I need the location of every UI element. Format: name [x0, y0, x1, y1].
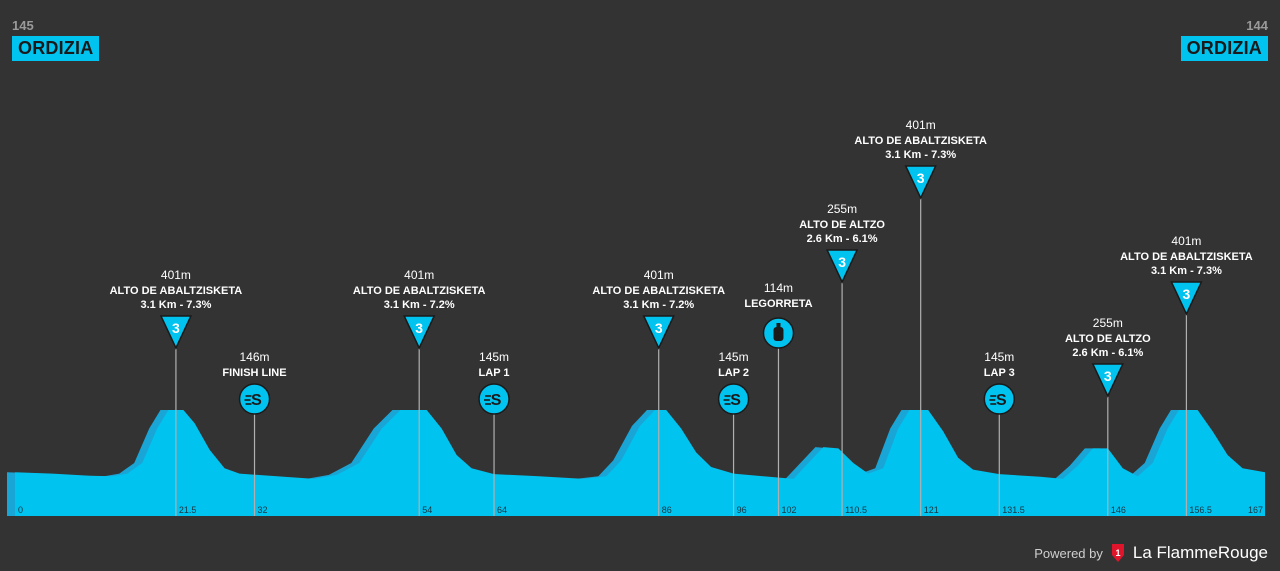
climb-altitude: 401m [906, 118, 936, 132]
climb-name: ALTO DE ABALTZISKETA [353, 285, 486, 297]
feed-zone-name: LEGORRETA [744, 298, 812, 310]
x-tick-label: 131.5 [1002, 505, 1025, 515]
x-tick-label: 96 [737, 505, 747, 515]
climb-stats: 3.1 Km - 7.3% [885, 149, 956, 161]
kom-category: 3 [838, 254, 846, 270]
kom-category-icon [159, 315, 193, 350]
kom-category: 3 [1104, 368, 1112, 384]
sprint-icon [238, 383, 271, 415]
end-town: ORDIZIA [1180, 36, 1268, 61]
climb-name: ALTO DE ABALTZISKETA [592, 285, 725, 297]
x-tick-label: 54 [422, 505, 432, 515]
sprint-name: LAP 2 [718, 367, 749, 379]
sprint-altitude: 145m [479, 350, 509, 364]
kom-category: 3 [415, 320, 423, 336]
climb-altitude: 401m [161, 268, 191, 282]
sprint-icon [717, 383, 750, 415]
kom-category-icon [642, 315, 675, 350]
brand-name: La FlammeRouge [1132, 543, 1268, 562]
climb-name: ALTO DE ABALTZISKETA [854, 135, 987, 147]
feed-zone-altitude: 114m [764, 281, 793, 295]
sprint-name: FINISH LINE [222, 367, 286, 379]
start-km: 145 [12, 18, 34, 33]
climb-stats: 3.1 Km - 7.3% [1151, 265, 1222, 277]
climb-stats: 3.1 Km - 7.2% [384, 299, 455, 311]
footer: Powered by 1 La FlammeRouge [1034, 543, 1268, 563]
x-tick-label: 156.5 [1189, 505, 1212, 515]
climb-stats: 2.6 Km - 6.1% [1072, 347, 1143, 359]
climb-name: ALTO DE ABALTZISKETA [110, 285, 243, 297]
climb-name: ALTO DE ABALTZISKETA [1120, 251, 1253, 263]
climb-stats: 3.1 Km - 7.2% [623, 299, 694, 311]
climb-altitude: 401m [404, 268, 434, 282]
climb-altitude: 255m [1093, 316, 1123, 330]
sprint-icon [478, 383, 510, 415]
x-tick-label: 0 [18, 505, 23, 515]
x-tick-label: 102 [781, 505, 796, 515]
sprint-altitude: 145m [984, 350, 1014, 364]
kom-category-icon [825, 249, 859, 284]
kom-category-icon [1170, 281, 1203, 316]
climb-altitude: 401m [1171, 234, 1201, 248]
sprint-icon [983, 383, 1016, 415]
flamme-rouge-logo-icon: 1 [1111, 544, 1124, 562]
x-tick-label: 32 [258, 505, 268, 515]
x-tick-label: 21.5 [179, 505, 197, 515]
x-tick-label: 110.5 [845, 505, 867, 515]
sprint-icon-letter: S [251, 392, 262, 409]
x-tick-label: 86 [662, 505, 672, 515]
brand-logo-text: 1 [1115, 548, 1120, 558]
sprint-name: LAP 3 [984, 367, 1015, 379]
kom-category: 3 [172, 320, 180, 336]
sprint-icon-letter: S [491, 392, 502, 409]
kom-category: 3 [655, 320, 663, 336]
x-tick-label: 146 [1111, 505, 1126, 515]
kom-category: 3 [917, 170, 925, 186]
bottle-icon [773, 327, 784, 341]
x-tick-label: 64 [497, 505, 507, 515]
climb-name: ALTO DE ALTZO [799, 219, 885, 231]
sprint-icon-letter: S [730, 392, 741, 409]
sprint-name: LAP 1 [479, 367, 510, 379]
kom-category-icon [904, 165, 937, 200]
sprint-altitude: 145m [719, 350, 749, 364]
climb-stats: 3.1 Km - 7.3% [140, 299, 211, 311]
sprint-icon-letter: S [996, 392, 1007, 409]
sprint-altitude: 146m [240, 350, 270, 364]
climb-name: ALTO DE ALTZO [1065, 333, 1151, 345]
kom-category: 3 [1183, 286, 1191, 302]
climb-altitude: 401m [644, 268, 674, 282]
climb-altitude: 255m [827, 202, 857, 216]
x-tick-label: 167 [1248, 505, 1263, 515]
end-km: 144 [1246, 18, 1268, 33]
climb-stats: 2.6 Km - 6.1% [807, 233, 878, 245]
kom-category-icon [403, 315, 436, 350]
kom-category-icon [1091, 363, 1124, 398]
x-tick-label: 121 [924, 505, 939, 515]
powered-by-label: Powered by [1034, 545, 1103, 561]
profile-area [15, 410, 1265, 516]
start-town: ORDIZIA [12, 36, 100, 61]
bottle-cap-icon [776, 323, 781, 327]
